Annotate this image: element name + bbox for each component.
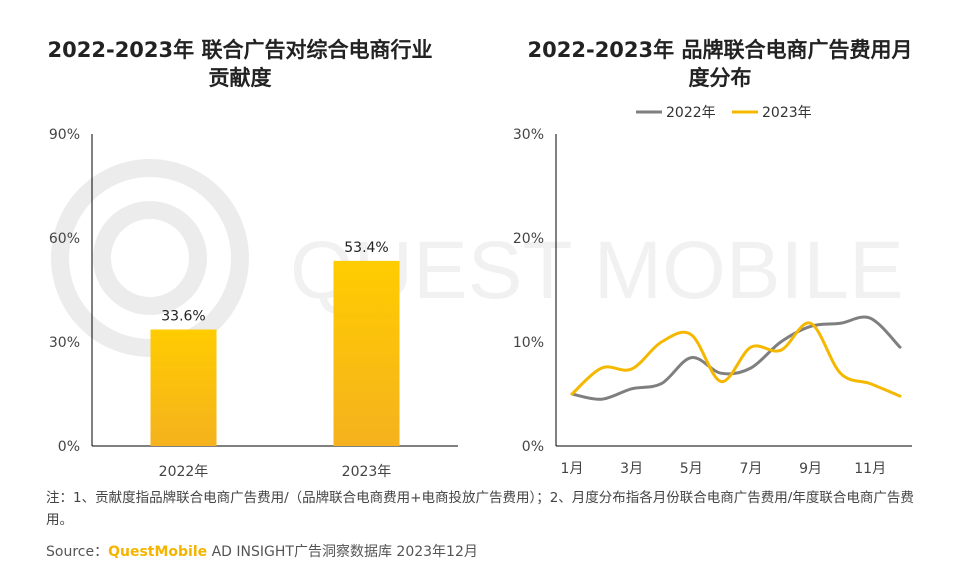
bar-category-label: 2023年 <box>342 464 392 480</box>
left-chart-title: 2022-2023年 联合广告对综合电商行业 贡献度 <box>30 36 450 92</box>
line-x-tick-label: 9月 <box>799 461 822 477</box>
source-prefix: Source： <box>46 544 109 560</box>
line-x-tick-label: 7月 <box>739 461 762 477</box>
bar-category-label: 2022年 <box>159 464 209 480</box>
footnote: 注：1、贡献度指品牌联合电商广告费用/（品牌联合电商费用+电商投放广告费用）；2… <box>46 490 914 528</box>
line-x-tick-label: 1月 <box>561 461 584 477</box>
bar-y-tick-label: 60% <box>49 231 80 247</box>
left-chart-title-line2: 贡献度 <box>208 66 272 90</box>
line-y-tick-label: 0% <box>522 439 544 455</box>
line-x-tick-label: 11月 <box>854 461 886 477</box>
bar-mark <box>150 329 217 446</box>
bar-data-label: 33.6% <box>161 309 205 325</box>
line-y-tick-label: 10% <box>513 335 544 351</box>
source-brand: QuestMobile <box>108 544 208 560</box>
line-y-tick-label: 20% <box>513 231 544 247</box>
line-series-1 <box>570 315 902 401</box>
right-chart-title-line2: 度分布 <box>688 66 752 90</box>
left-chart-title-line1: 2022-2023年 联合广告对综合电商行业 <box>47 38 433 62</box>
source-line: Source：QuestMobile AD INSIGHT广告洞察数据库 202… <box>46 541 478 561</box>
legend-label: 2022年 <box>666 105 716 121</box>
bar-y-tick-label: 30% <box>49 335 80 351</box>
bar-y-tick-label: 0% <box>58 439 80 455</box>
source-suffix: AD INSIGHT广告洞察数据库 2023年12月 <box>207 544 478 560</box>
legend-label: 2023年 <box>762 105 812 121</box>
right-chart-title: 2022-2023年 品牌联合电商广告费用月 度分布 <box>500 36 940 92</box>
right-chart-title-line1: 2022-2023年 品牌联合电商广告费用月 <box>527 38 913 62</box>
bar-data-label: 53.4% <box>344 240 388 256</box>
bar-y-tick-label: 90% <box>49 127 80 143</box>
bar-mark <box>333 260 400 446</box>
line-series-2 <box>570 321 902 398</box>
line-x-tick-label: 5月 <box>680 461 703 477</box>
line-y-tick-label: 30% <box>513 127 544 143</box>
line-x-tick-label: 3月 <box>620 461 643 477</box>
